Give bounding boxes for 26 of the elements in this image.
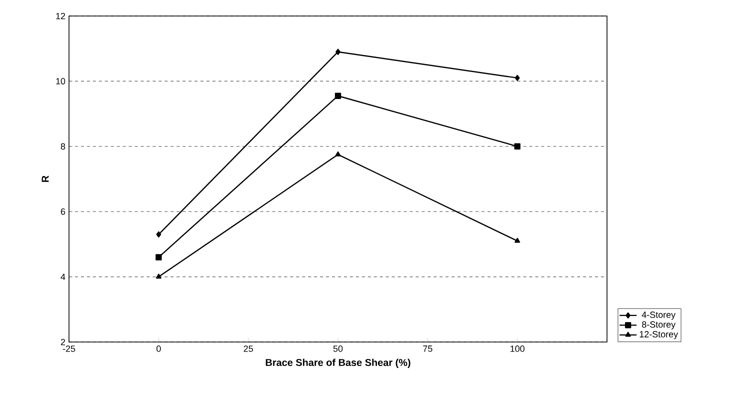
x-tick-label: 0 — [156, 346, 161, 352]
point — [334, 92, 342, 99]
y-tick-label: 6 — [60, 208, 66, 215]
x-tick-label: -25 — [62, 346, 76, 352]
x-tick-label: 50 — [333, 346, 343, 352]
point — [514, 74, 520, 82]
point — [156, 274, 162, 279]
point — [336, 48, 340, 55]
y-tick-label: 8 — [60, 143, 66, 150]
point — [514, 238, 520, 243]
point — [514, 143, 520, 150]
y-tick-label: 12 — [56, 12, 66, 20]
legend-label: 4-Storey — [642, 312, 676, 320]
y-tick-label: 10 — [56, 78, 66, 84]
legend-label: 8-Storey — [642, 321, 676, 330]
x-tick-label: 25 — [244, 346, 253, 352]
x-tick-label: 100 — [510, 346, 524, 352]
y-axis-title: R — [42, 176, 49, 182]
point — [156, 231, 162, 238]
y-tick-label: 4 — [60, 274, 66, 280]
x-axis-title: Brace Share of Base Shear (%) — [266, 358, 410, 368]
legend-label: 12-Storey — [640, 331, 678, 340]
y-tick-label: 2 — [60, 338, 66, 346]
point — [335, 151, 341, 156]
point — [156, 254, 162, 260]
x-tick-label: 75 — [423, 346, 432, 352]
